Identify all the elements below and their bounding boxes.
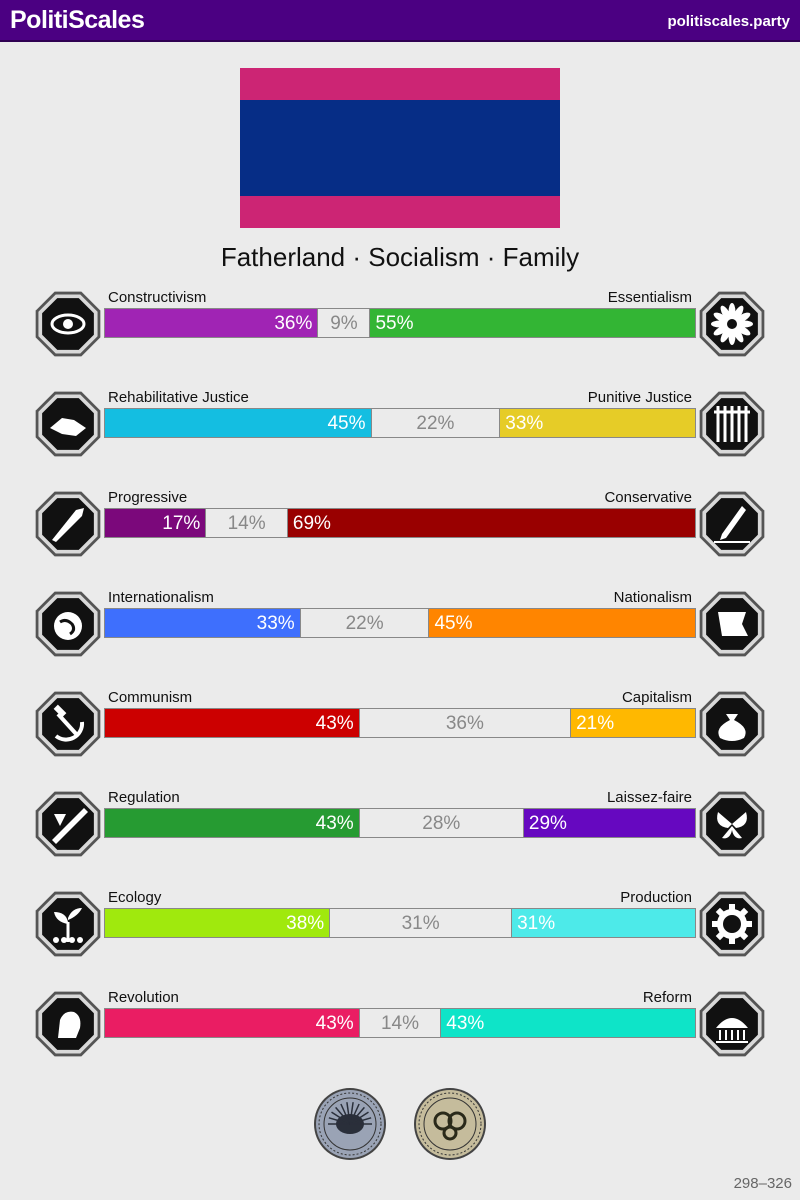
axis-left-segment: 33% [105, 609, 300, 637]
flag-icon [696, 588, 768, 660]
axis-neutral-segment: 36% [358, 709, 572, 737]
axis-row: 33% 22% 45% Internationalism Nationalism [0, 588, 800, 678]
axis-neutral-segment: 22% [370, 409, 501, 437]
axis-bar: 38% 31% 31% [104, 908, 696, 938]
axis-row: 43% 28% 29% Regulation Laissez-faire [0, 788, 800, 878]
brain-seal-icon[interactable] [313, 1087, 387, 1161]
badges [313, 1087, 489, 1163]
axis-right-segment: 45% [429, 609, 695, 637]
axis-bar: 43% 36% 21% [104, 708, 696, 738]
axis-right-segment: 33% [500, 409, 695, 437]
flag-stripe [240, 100, 560, 196]
flower-icon [696, 288, 768, 360]
site-link[interactable]: politiscales.party [667, 13, 790, 30]
axis-right-label: Capitalism [621, 689, 692, 706]
slogan: Fatherland · Socialism · Family [220, 242, 580, 272]
prison-bars-icon [696, 388, 768, 460]
axis-neutral-segment: 28% [358, 809, 524, 837]
axis-neutral-segment: 22% [299, 609, 430, 637]
axis-bar: 33% 22% 45% [104, 608, 696, 638]
axis-left-label: Constructivism [108, 289, 207, 306]
axis-right-segment: 29% [523, 809, 695, 837]
axis-left-segment: 36% [105, 309, 318, 337]
axis-left-segment: 43% [105, 709, 359, 737]
axis-bar: 36% 9% 55% [104, 308, 696, 338]
axis-left-label: Internationalism [108, 589, 214, 606]
gear-icon [696, 888, 768, 960]
flag-stripe [240, 196, 560, 228]
handshake-icon [32, 388, 104, 460]
axis-bar: 17% 14% 69% [104, 508, 696, 538]
quill-icon [696, 488, 768, 560]
axis-right-label: Conservative [604, 489, 692, 506]
axis-row: 36% 9% 55% Constructivism Essentialism [0, 288, 800, 378]
axis-left-segment: 43% [105, 1009, 359, 1037]
axis-left-label: Ecology [108, 889, 162, 906]
axis-bar: 43% 14% 43% [104, 1008, 696, 1038]
seedling-icon [32, 888, 104, 960]
flag-stripe [240, 68, 560, 100]
axis-right-segment: 69% [287, 509, 695, 537]
brand-title[interactable]: PolitiScales [10, 6, 145, 34]
axis-row: 45% 22% 33% Rehabilitative Justice Punitive … [0, 388, 800, 478]
header-bar: PolitiScales politiscales.party [0, 0, 800, 42]
money-bag-icon [696, 688, 768, 760]
axis-bar: 45% 22% 33% [104, 408, 696, 438]
axis-neutral-segment: 31% [329, 909, 513, 937]
axis-neutral-segment: 14% [358, 1009, 442, 1037]
axis-row: 43% 36% 21% Communism Capitalism [0, 688, 800, 778]
axis-right-segment: 55% [370, 309, 695, 337]
axis-left-label: Rehabilitative Justice [108, 389, 249, 406]
result-flag [240, 68, 560, 228]
axis-neutral-segment: 9% [317, 309, 371, 337]
butterfly-icon [696, 788, 768, 860]
axis-right-label: Reform [642, 989, 692, 1006]
axis-row: 38% 31% 31% Ecology Production [0, 888, 800, 978]
globe-icon [32, 588, 104, 660]
axis-right-segment: 31% [512, 909, 695, 937]
hammer-sickle-icon [32, 688, 104, 760]
axis-left-segment: 45% [105, 409, 371, 437]
rocket-icon [32, 488, 104, 560]
axis-left-segment: 38% [105, 909, 330, 937]
axis-left-label: Communism [108, 689, 193, 706]
axis-row: 17% 14% 69% Progressive Conservative [0, 488, 800, 578]
gears-seal-icon[interactable] [413, 1087, 487, 1161]
axis-left-label: Revolution [108, 989, 179, 1006]
footer-code: 298–326 [733, 1175, 792, 1192]
axis-bar: 43% 28% 29% [104, 808, 696, 838]
ruler-icon [32, 788, 104, 860]
axis-left-label: Progressive [108, 489, 188, 506]
parliament-icon [696, 988, 768, 1060]
axis-right-segment: 21% [571, 709, 695, 737]
axis-right-label: Laissez-faire [606, 789, 692, 806]
axis-left-segment: 43% [105, 809, 359, 837]
axis-left-label: Regulation [108, 789, 180, 806]
axis-neutral-segment: 14% [205, 509, 288, 537]
axis-right-label: Nationalism [613, 589, 692, 606]
eye-icon [32, 288, 104, 360]
axis-right-label: Production [620, 889, 692, 906]
axis-right-label: Essentialism [607, 289, 692, 306]
axis-row: 43% 14% 43% Revolution Reform [0, 988, 800, 1078]
axis-right-label: Punitive Justice [587, 389, 692, 406]
fist-icon [32, 988, 104, 1060]
axis-right-segment: 43% [441, 1009, 695, 1037]
axis-left-segment: 17% [105, 509, 206, 537]
